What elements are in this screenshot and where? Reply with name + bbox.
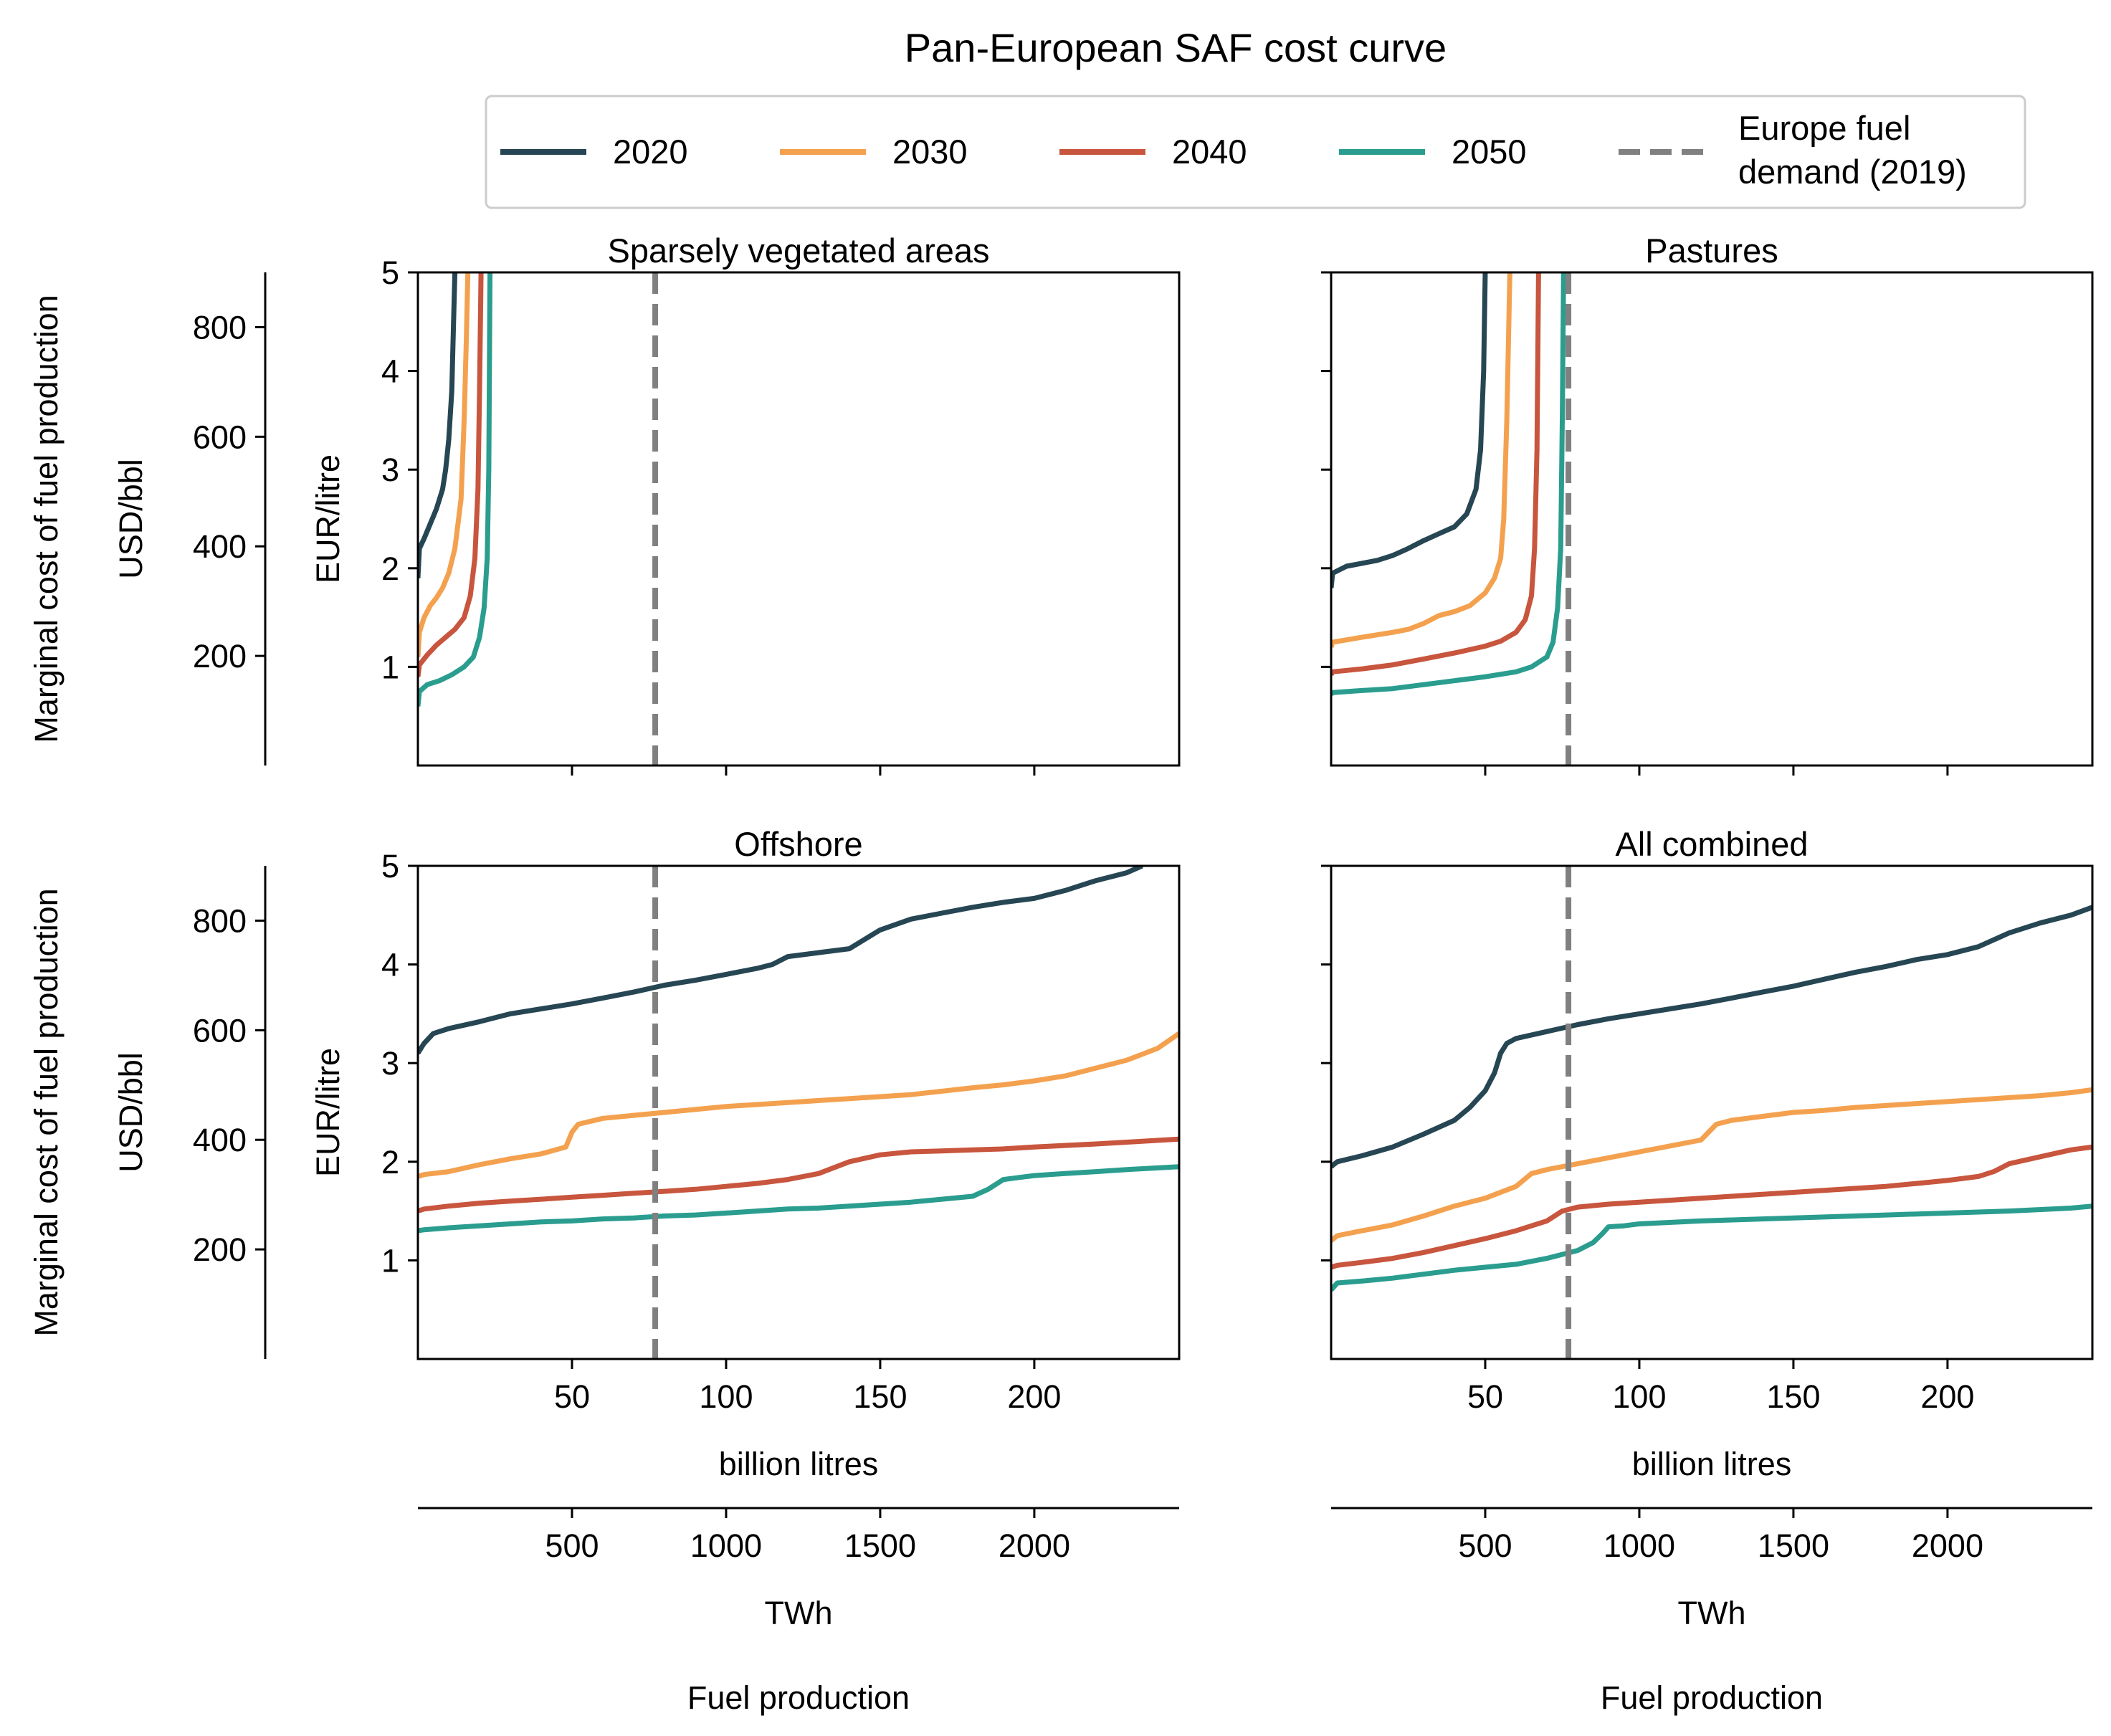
y-tick-label: 5 (381, 254, 399, 291)
x-tick-label: 50 (1467, 1378, 1503, 1415)
y-tick-label: 4 (381, 947, 399, 983)
usd-tick-label: 200 (193, 638, 247, 674)
usd-tick-label: 800 (193, 902, 247, 939)
legend: 2020 2030 2040 2050 Europe fuel demand (… (485, 95, 2026, 209)
twh-tick-label: 2000 (1912, 1527, 1983, 1564)
series-line-2040 (1331, 272, 1541, 676)
series-line-2030 (1331, 1087, 2092, 1243)
twh-tick-label: 1000 (690, 1527, 762, 1564)
y-tick-label: 2 (381, 1144, 399, 1181)
usd-tick-label: 600 (193, 1012, 247, 1049)
x-tick-label: 200 (1007, 1378, 1061, 1415)
x-tick-label: 100 (1612, 1378, 1666, 1415)
usd-tick-label: 800 (193, 309, 247, 345)
x-tick-label: 200 (1920, 1378, 1974, 1415)
series-line-2050 (1331, 1203, 2092, 1292)
legend-label-2040: 2040 (1172, 133, 1247, 171)
panel-title: Offshore (734, 825, 862, 863)
ylabel-outer: Marginal cost of fuel production (28, 888, 65, 1336)
panel-frame (416, 271, 1181, 767)
twh-tick-label: 500 (545, 1527, 599, 1564)
usd-tick-label: 400 (193, 1122, 247, 1158)
usd-tick-label: 200 (193, 1231, 247, 1268)
series-line-2020 (418, 272, 458, 578)
series-line-2020 (1331, 905, 2092, 1169)
panel-3: All combined 50 100 150 200 billion litres 500… (1321, 825, 2094, 1716)
series-line-2040 (1331, 1144, 2092, 1270)
x-tick-label: 150 (1766, 1378, 1820, 1415)
usd-tick-label: 400 (193, 528, 247, 565)
twh-tick-label: 1500 (844, 1527, 916, 1564)
y-tick-label: 1 (381, 649, 399, 685)
ylabel-outer: Marginal cost of fuel production (28, 295, 65, 743)
series-line-2050 (418, 272, 493, 707)
figure-title: Pan-European SAF cost curve (905, 25, 1447, 70)
usd-tick-label: 600 (193, 419, 247, 455)
series-line-2050 (418, 1164, 1179, 1234)
panels: Sparsely vegetated areas 1 2 3 4 5 EUR/litre 20… (28, 232, 2094, 1716)
series-line-2030 (418, 272, 471, 657)
xlabel-bottom: Fuel production (687, 1679, 910, 1716)
y-tick-label: 3 (381, 452, 399, 488)
legend-label-2020: 2020 (613, 133, 688, 171)
x-tick-label: 50 (554, 1378, 590, 1415)
panel-2: Offshore 50 100 150 200 1 2 3 4 5 EUR/litre 200 400 6… (28, 825, 1181, 1716)
legend-label-2050: 2050 (1452, 133, 1527, 171)
legend-label-2030: 2030 (892, 133, 968, 171)
ylabel-eur: EUR/litre (310, 1048, 346, 1177)
panel-0: Sparsely vegetated areas 1 2 3 4 5 EUR/litre 20… (28, 232, 1181, 776)
x-tick-label: 150 (853, 1378, 907, 1415)
xlabel-bottom: Fuel production (1601, 1679, 1823, 1716)
panel-frame (416, 864, 1181, 1360)
panel-frame (1330, 864, 2094, 1360)
series-line-2020 (1331, 272, 1488, 588)
x-tick-label: 100 (699, 1378, 753, 1415)
series-line-2040 (418, 1136, 1179, 1213)
series-line-2030 (1331, 272, 1512, 648)
twh-tick-label: 500 (1458, 1527, 1512, 1564)
panel-frame (1330, 271, 2094, 767)
y-tick-label: 5 (381, 848, 399, 884)
xlabel-litres: billion litres (719, 1446, 879, 1482)
xlabel-twh: TWh (765, 1595, 833, 1631)
series-line-2040 (418, 272, 484, 677)
ylabel-eur: EUR/litre (310, 454, 346, 583)
y-tick-label: 4 (381, 353, 399, 390)
legend-label-demand-line1: Europe fuel (1738, 109, 1910, 147)
panel-title: Sparsely vegetated areas (608, 232, 990, 270)
twh-tick-label: 1500 (1758, 1527, 1829, 1564)
ylabel-usd: USD/bbl (113, 459, 149, 579)
ylabel-usd: USD/bbl (113, 1052, 149, 1173)
xlabel-twh: TWh (1678, 1595, 1746, 1631)
panel-title: All combined (1615, 825, 1808, 863)
series-line-2020 (418, 866, 1143, 1055)
series-line-2050 (1331, 272, 1566, 697)
panel-1: Pastures (1321, 232, 2094, 776)
twh-tick-label: 2000 (999, 1527, 1070, 1564)
legend-label-demand-line2: demand (2019) (1738, 153, 1967, 191)
panel-title: Pastures (1645, 232, 1778, 270)
xlabel-litres: billion litres (1632, 1446, 1792, 1482)
y-tick-label: 2 (381, 550, 399, 587)
legend-frame (485, 95, 2026, 209)
y-tick-label: 3 (381, 1045, 399, 1082)
twh-tick-label: 1000 (1603, 1527, 1675, 1564)
series-line-2030 (418, 1031, 1179, 1179)
y-tick-label: 1 (381, 1242, 399, 1279)
